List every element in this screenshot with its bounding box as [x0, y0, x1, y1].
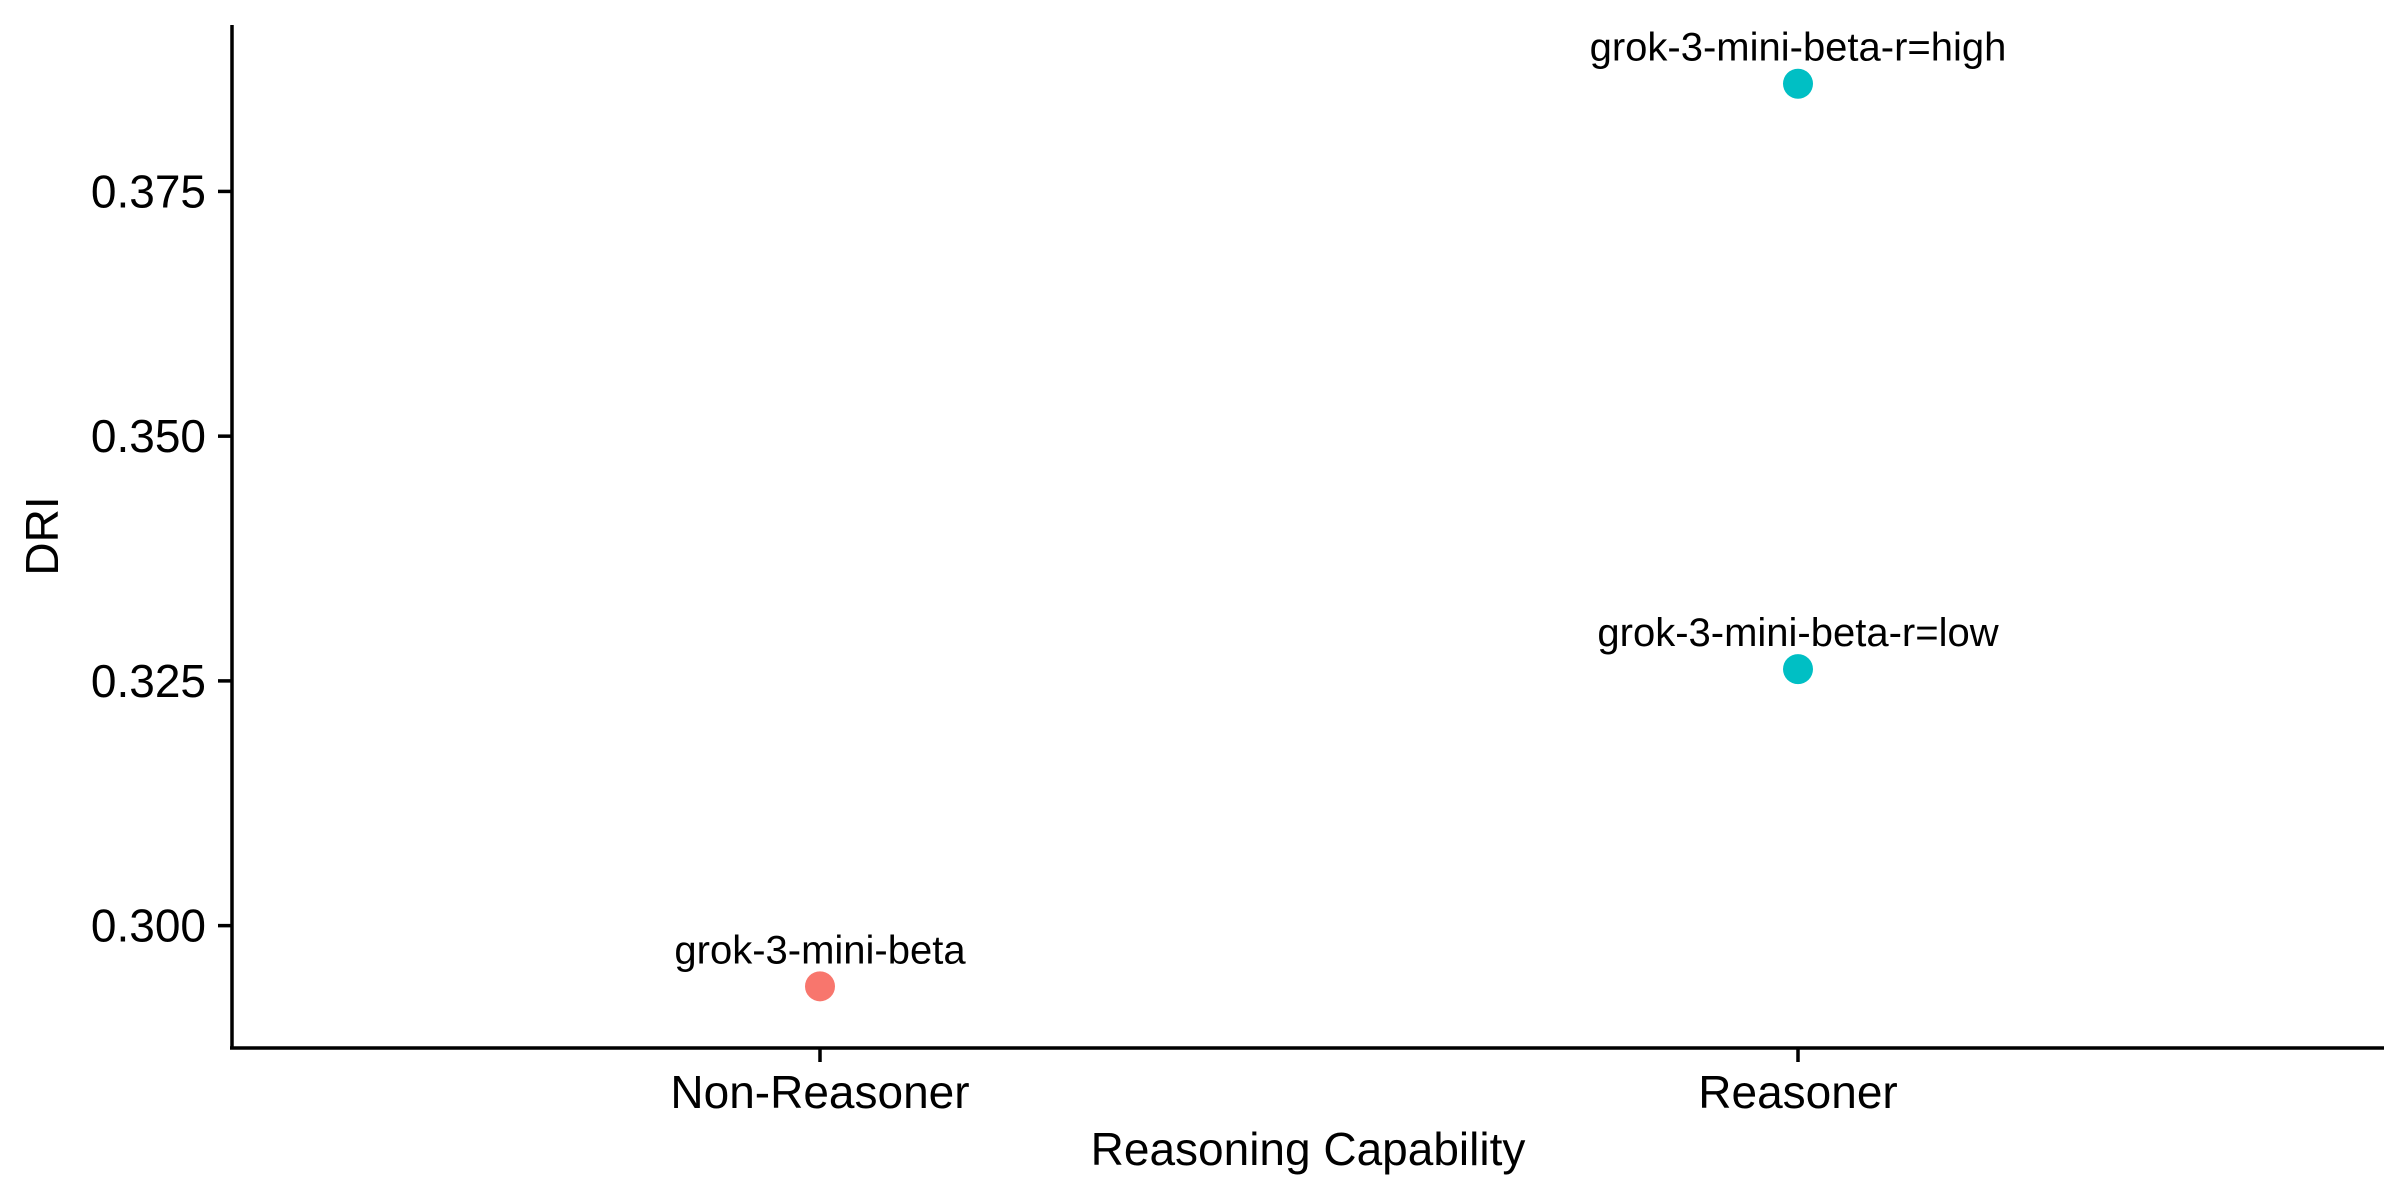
data-point-label: grok-3-mini-beta-r=high — [1590, 26, 2007, 70]
data-point — [805, 971, 835, 1002]
y-tick-label: 0.325 — [91, 655, 206, 707]
y-axis-title: DRI — [16, 496, 68, 575]
data-point-label: grok-3-mini-beta-r=low — [1597, 611, 1998, 655]
x-tick-label: Reasoner — [1698, 1066, 1897, 1118]
y-tick-label: 0.300 — [91, 900, 206, 952]
y-tick-label: 0.350 — [91, 410, 206, 462]
y-ticks: 0.300 0.325 0.350 0.375 — [91, 165, 232, 952]
x-tick-label: Non-Reasoner — [670, 1066, 969, 1118]
data-point — [1783, 654, 1813, 685]
data-point-label: grok-3-mini-beta — [674, 928, 966, 972]
data-points: grok-3-mini-beta grok-3-mini-beta-r=low gr… — [674, 26, 2006, 1002]
y-tick-label: 0.375 — [91, 165, 206, 217]
data-point — [1783, 68, 1813, 99]
x-axis-title: Reasoning Capability — [1091, 1123, 1526, 1175]
x-ticks: Non-Reasoner Reasoner — [670, 1048, 1898, 1118]
